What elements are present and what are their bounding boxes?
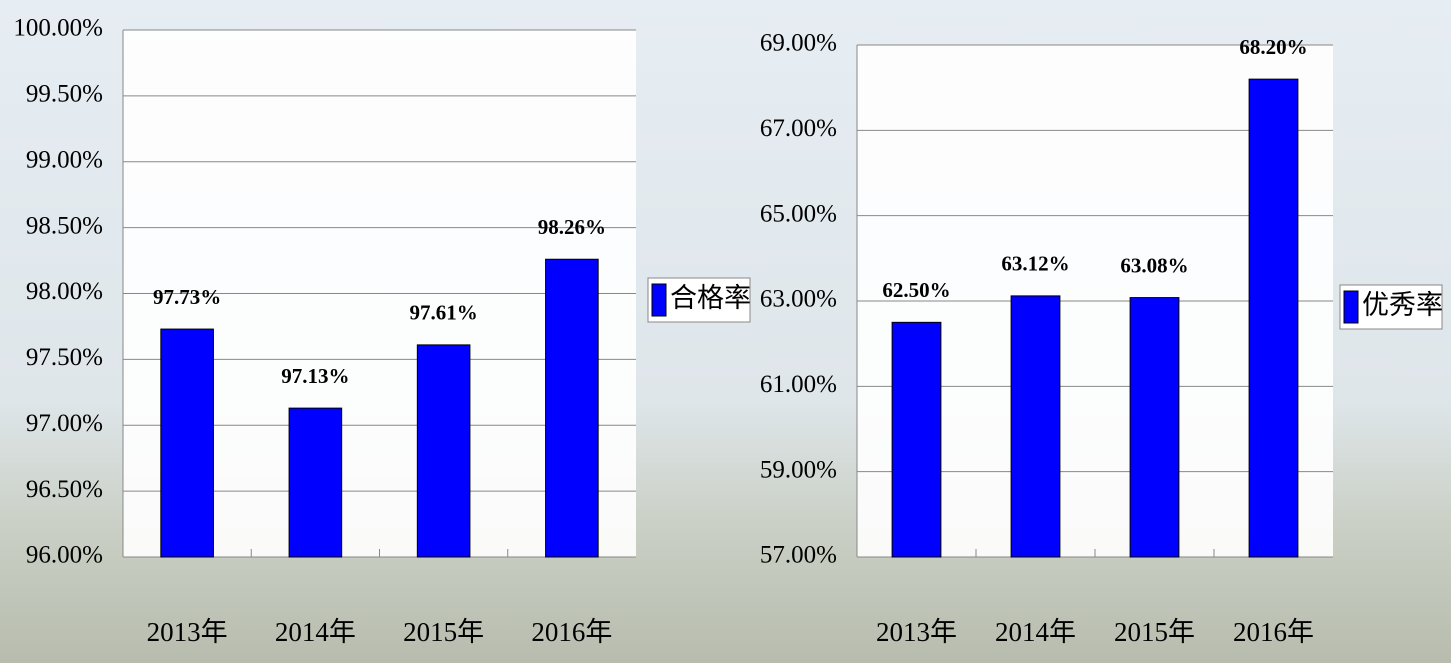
x-tick-label: 2014年 (275, 617, 356, 647)
y-tick-label: 99.50% (26, 81, 103, 108)
bar (160, 328, 214, 558)
bar (416, 344, 471, 558)
value-label: 97.73% (153, 285, 221, 309)
value-label: 98.26% (538, 215, 606, 239)
y-tick-label: 100.00% (13, 15, 103, 42)
bar (545, 258, 599, 558)
y-tick-label: 61.00% (760, 371, 837, 398)
y-tick-label: 99.00% (26, 146, 103, 173)
value-label: 97.13% (281, 364, 349, 388)
value-label: 97.61% (410, 301, 478, 325)
x-tick-label: 2016年 (1233, 617, 1314, 647)
bar (1129, 297, 1180, 558)
y-tick-label: 96.00% (26, 542, 103, 569)
x-tick-label: 2015年 (403, 617, 484, 647)
y-tick-label: 67.00% (760, 115, 837, 142)
x-tick-label: 2013年 (876, 617, 957, 647)
y-tick-label: 57.00% (760, 542, 837, 569)
y-tick-label: 96.50% (26, 476, 103, 503)
legend-label: 优秀率 (1362, 290, 1443, 320)
y-tick-label: 97.50% (26, 344, 103, 371)
y-tick-label: 59.00% (760, 456, 837, 483)
value-label: 63.12% (1001, 252, 1069, 276)
value-label: 68.20% (1239, 35, 1307, 59)
bar (1010, 295, 1061, 558)
value-label: 63.08% (1120, 253, 1188, 277)
legend-label: 合格率 (670, 283, 751, 313)
value-label: 62.50% (882, 278, 950, 302)
x-tick-label: 2013年 (147, 617, 228, 647)
legend-swatch (651, 283, 667, 317)
y-tick-label: 97.00% (26, 410, 103, 437)
y-tick-label: 69.00% (760, 30, 837, 57)
bar (891, 321, 942, 558)
y-tick-label: 98.50% (26, 212, 103, 239)
y-tick-label: 98.00% (26, 278, 103, 305)
x-tick-label: 2015年 (1114, 617, 1195, 647)
bar (288, 407, 343, 558)
x-tick-label: 2014年 (995, 617, 1076, 647)
y-tick-label: 63.00% (760, 286, 837, 313)
legend-swatch (1343, 290, 1359, 324)
x-tick-label: 2016年 (531, 617, 612, 647)
bar (1248, 78, 1299, 558)
y-tick-label: 65.00% (760, 200, 837, 227)
